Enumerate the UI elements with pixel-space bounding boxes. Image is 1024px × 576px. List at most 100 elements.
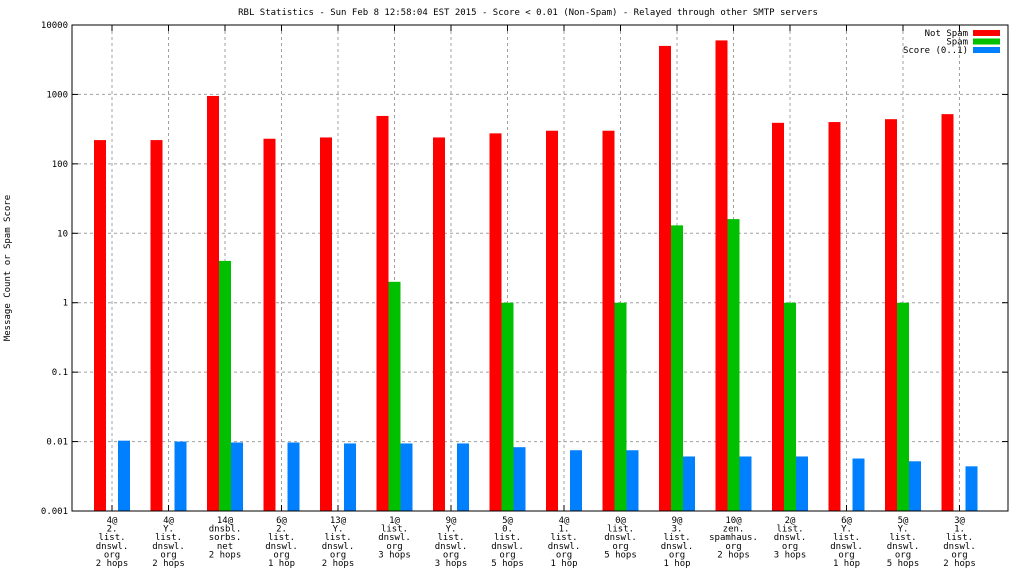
x-tick-label: list.	[889, 533, 916, 543]
x-tick-label: 3 hops	[774, 550, 807, 560]
x-tick-label: 2 hops	[96, 559, 129, 569]
bar-score-	[796, 456, 808, 511]
x-tick-label: 2 hops	[152, 559, 185, 569]
y-tick-label: 0.1	[52, 368, 68, 378]
bar-not-spam	[433, 137, 445, 511]
bar-spam	[501, 302, 514, 511]
bar-not-spam	[207, 95, 219, 511]
y-tick-label: 0.001	[41, 507, 68, 517]
x-tick-label: 9@	[446, 516, 457, 526]
legend-swatch	[973, 47, 1000, 53]
x-tick-label: 1 hop	[833, 559, 860, 569]
x-tick-label: org	[612, 542, 628, 552]
bar-not-spam	[941, 114, 954, 511]
x-tick-label: dnswl.	[491, 542, 524, 552]
x-tick-label: 2 hops	[943, 559, 976, 569]
x-tick-label: 6@	[841, 516, 852, 526]
x-tick-label: 1 hop	[663, 559, 690, 569]
x-tick-label: org	[669, 550, 685, 560]
bar-not-spam	[659, 45, 671, 511]
x-tick-label: dnswl.	[435, 542, 468, 552]
chart-title: RBL Statistics - Sun Feb 8 12:58:04 EST …	[238, 8, 818, 18]
x-tick-label: 5@	[502, 516, 513, 526]
bar-score-	[457, 443, 469, 511]
bar-not-spam	[828, 122, 841, 511]
bar-score-	[344, 443, 356, 511]
x-tick-label: 3 hops	[378, 550, 411, 560]
x-tick-label: dnsbl.	[209, 525, 242, 535]
bar-not-spam	[772, 122, 784, 511]
x-tick-label: 14@	[217, 516, 234, 526]
bar-score-	[231, 442, 243, 511]
x-tick-label: list.	[663, 533, 690, 543]
x-tick-label: 1 hop	[268, 559, 295, 569]
x-tick-label: list.	[776, 525, 803, 535]
bar-spam	[784, 302, 796, 511]
x-tick-label: dnswl.	[604, 533, 637, 543]
x-tick-label: dnswl.	[378, 533, 411, 543]
y-tick-label: 10000	[41, 21, 68, 31]
x-tick-label: list.	[437, 533, 464, 543]
bar-not-spam	[546, 130, 558, 511]
bar-score-	[965, 466, 978, 511]
x-tick-label: dnswl.	[661, 542, 694, 552]
bar-score-	[570, 450, 582, 511]
x-tick-label: 5 hops	[887, 559, 920, 569]
y-axis-label: Message Count or Spam Score	[3, 195, 13, 341]
x-tick-label: 3@	[954, 516, 965, 526]
x-tick-label: list.	[155, 533, 182, 543]
x-tick-label: sorbs.	[209, 533, 242, 543]
x-tick-label: dnswl.	[322, 542, 355, 552]
x-tick-label: list.	[494, 533, 521, 543]
bar-score-	[513, 447, 526, 511]
x-tick-label: dnswl.	[887, 542, 920, 552]
legend-label: Not Spam	[925, 29, 968, 39]
bar-score-	[118, 440, 130, 511]
x-tick-label: org	[838, 550, 854, 560]
bar-not-spam	[376, 115, 389, 512]
x-tick-label: 0.	[502, 525, 513, 535]
legend-swatch	[973, 38, 1000, 45]
x-tick-label: org	[160, 550, 176, 560]
bar-score-	[400, 443, 413, 511]
bar-spam	[388, 281, 401, 511]
x-tick-label: 10@	[725, 516, 742, 526]
x-tick-label: 3.	[672, 525, 683, 535]
bar-score-	[739, 456, 752, 511]
y-tick-label: 0.01	[46, 438, 68, 448]
x-tick-label: dnswl.	[943, 542, 976, 552]
x-tick-label: org	[951, 550, 967, 560]
y-tick-label: 100	[52, 160, 68, 170]
x-tick-label: 5 hops	[491, 559, 524, 569]
x-tick-label: 13@	[330, 516, 347, 526]
x-tick-label: 2.	[276, 525, 287, 535]
x-tick-label: dnswl.	[548, 542, 581, 552]
x-tick-label: list.	[268, 533, 295, 543]
bar-spam	[671, 225, 683, 511]
x-tick-label: 2.	[107, 525, 118, 535]
bar-not-spam	[320, 137, 332, 511]
x-tick-label: org	[443, 550, 459, 560]
x-tick-label: 1.	[559, 525, 570, 535]
x-tick-label: 2 hops	[322, 559, 355, 569]
x-tick-label: 4@	[559, 516, 570, 526]
x-tick-label: 1 hop	[550, 559, 577, 569]
bar-score-	[909, 461, 921, 511]
bar-not-spam	[715, 40, 728, 511]
bar-spam	[897, 302, 909, 511]
x-tick-label: list.	[607, 525, 634, 535]
y-tick-label: 10	[57, 229, 68, 239]
legend-swatch	[973, 30, 1000, 36]
x-tick-label: 1.	[954, 525, 965, 535]
bar-not-spam	[94, 140, 106, 511]
bar-spam	[727, 219, 740, 511]
bar-spam	[219, 260, 231, 511]
x-tick-label: org	[782, 542, 798, 552]
bar-not-spam	[885, 119, 897, 512]
x-tick-label: 2 hops	[717, 550, 750, 560]
x-tick-label: 5 hops	[604, 550, 637, 560]
y-tick-label: 1	[63, 299, 68, 309]
x-tick-label: zen.	[723, 525, 745, 535]
x-tick-label: org	[104, 550, 120, 560]
